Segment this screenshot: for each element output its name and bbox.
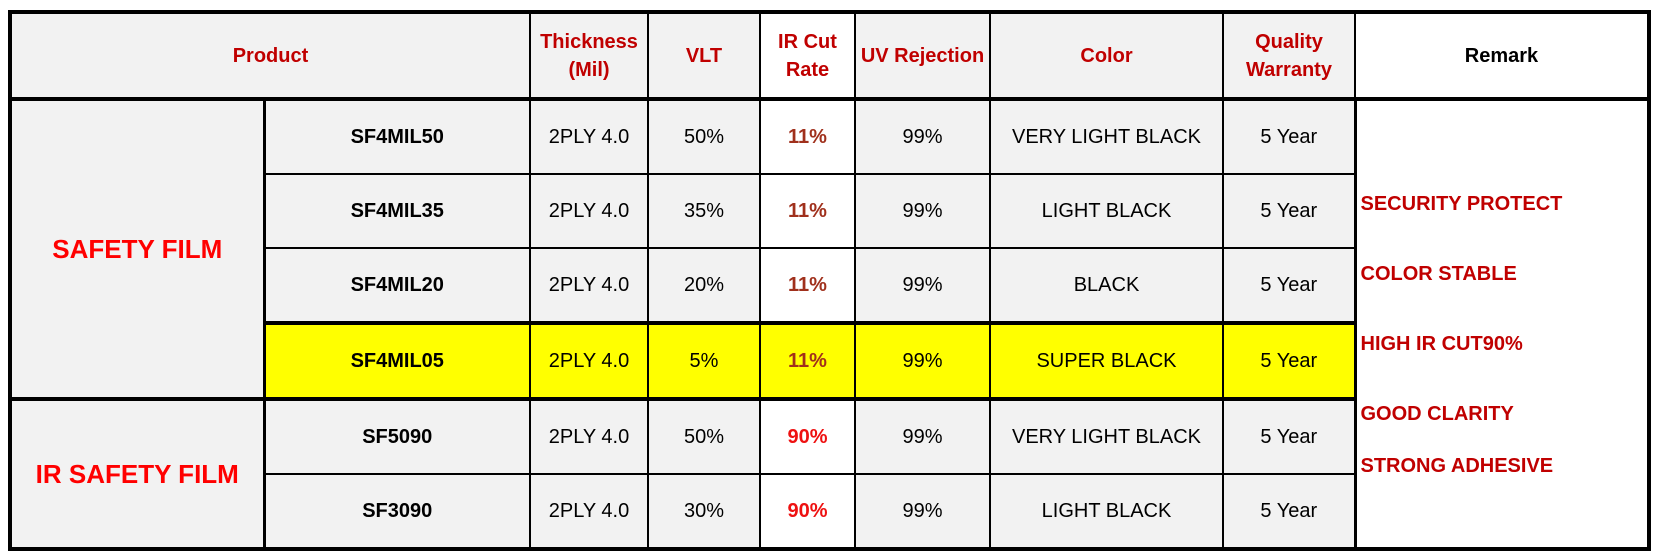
warranty-cell: 5 Year bbox=[1222, 247, 1356, 324]
header-row: Product Thickness (Mil) VLT IR Cut Rate … bbox=[9, 11, 1650, 101]
color-cell: VERY LIGHT BLACK bbox=[989, 397, 1224, 475]
color-cell: BLACK bbox=[989, 247, 1224, 324]
model-cell: SF4MIL35 bbox=[263, 173, 531, 249]
ir-cut-cell: 11% bbox=[759, 173, 856, 249]
header-cell: UV Rejection bbox=[854, 11, 991, 101]
ir-cut-cell: 11% bbox=[759, 247, 856, 324]
group-label: IR SAFETY FILM bbox=[9, 397, 266, 550]
vlt-cell: 35% bbox=[647, 173, 761, 249]
remark-line: HIGH IR CUT90% bbox=[1360, 333, 1523, 355]
group-label: SAFETY FILM bbox=[9, 98, 266, 400]
uv-cell: 99% bbox=[854, 397, 991, 475]
header-cell: IR Cut Rate bbox=[759, 11, 856, 101]
data-row: SF4MIL05 2PLY 4.0 5% 11% 99% SUPER BLACK 5 Yea… bbox=[10, 321, 1649, 401]
thickness-cell: 2PLY 4.0 bbox=[529, 321, 649, 401]
color-cell: VERY LIGHT BLACK bbox=[989, 98, 1224, 175]
table-body: Product Thickness (Mil) VLT IR Cut Rate … bbox=[9, 11, 1650, 550]
warranty-cell: 5 Year bbox=[1222, 173, 1356, 249]
header-cell: Quality Warranty bbox=[1222, 11, 1356, 101]
uv-cell: 99% bbox=[854, 473, 991, 550]
thickness-cell: 2PLY 4.0 bbox=[529, 397, 649, 475]
thickness-cell: 2PLY 4.0 bbox=[529, 473, 649, 550]
warranty-cell: 5 Year bbox=[1222, 98, 1356, 175]
header-cell: Color bbox=[989, 11, 1224, 101]
data-row: SF4MIL35 2PLY 4.0 35% 11% 99% LIGHT BLACK 5 Ye… bbox=[10, 173, 1649, 249]
thickness-cell: 2PLY 4.0 bbox=[529, 173, 649, 249]
header-cell: VLT bbox=[647, 11, 761, 101]
uv-cell: 99% bbox=[854, 247, 991, 324]
model-cell: SF5090 bbox=[263, 397, 531, 475]
vlt-cell: 30% bbox=[647, 473, 761, 550]
vlt-cell: 5% bbox=[647, 321, 761, 401]
model-cell: SF4MIL20 bbox=[263, 247, 531, 324]
uv-cell: 99% bbox=[854, 321, 991, 401]
header-cell: Thickness (Mil) bbox=[529, 11, 649, 101]
warranty-cell: 5 Year bbox=[1222, 397, 1356, 475]
remark-line: GOOD CLARITY bbox=[1360, 403, 1514, 425]
uv-cell: 99% bbox=[854, 98, 991, 175]
ir-cut-cell: 11% bbox=[759, 98, 856, 175]
remark-line: STRONG ADHESIVE bbox=[1360, 455, 1554, 477]
model-cell: SF3090 bbox=[263, 473, 531, 550]
vlt-cell: 50% bbox=[647, 98, 761, 175]
model-cell: SF4MIL05 bbox=[263, 321, 531, 401]
remark-line: SECURITY PROTECT bbox=[1360, 193, 1563, 215]
vlt-cell: 20% bbox=[647, 247, 761, 324]
remark-cell: SECURITY PROTECT COLOR STABLE HIGH IR CUT9… bbox=[1353, 98, 1650, 550]
header-cell: Remark bbox=[1354, 11, 1650, 101]
thickness-cell: 2PLY 4.0 bbox=[529, 247, 649, 324]
color-cell: SUPER BLACK bbox=[989, 321, 1224, 401]
warranty-cell: 5 Year bbox=[1222, 473, 1356, 550]
thickness-cell: 2PLY 4.0 bbox=[529, 98, 649, 175]
header-cell: Product bbox=[9, 11, 531, 101]
color-cell: LIGHT BLACK bbox=[989, 173, 1224, 249]
vlt-cell: 50% bbox=[647, 397, 761, 475]
data-row: SAFETY FILM SF4MIL50 2PLY 4.0 50% 11% 99% VERY… bbox=[9, 98, 1650, 550]
uv-cell: 99% bbox=[854, 173, 991, 249]
remark-line: COLOR STABLE bbox=[1360, 263, 1517, 285]
ir-cut-cell: 90% bbox=[759, 473, 856, 550]
spec-table: Product Thickness (Mil) VLT IR Cut Rate … bbox=[8, 10, 1651, 551]
ir-cut-cell: 90% bbox=[759, 397, 856, 475]
data-row: SF3090 2PLY 4.0 30% 90% 99% LIGHT BLACK 5 Year bbox=[10, 473, 1649, 550]
color-cell: LIGHT BLACK bbox=[989, 473, 1224, 550]
ir-cut-cell: 11% bbox=[759, 321, 856, 401]
warranty-cell: 5 Year bbox=[1222, 321, 1356, 401]
data-row: SF4MIL20 2PLY 4.0 20% 11% 99% BLACK 5 Year bbox=[10, 247, 1649, 324]
model-cell: SF4MIL50 bbox=[263, 98, 531, 175]
data-row: IR SAFETY FILM SF5090 2PLY 4.0 50% 90% 99% VER… bbox=[9, 397, 1649, 550]
